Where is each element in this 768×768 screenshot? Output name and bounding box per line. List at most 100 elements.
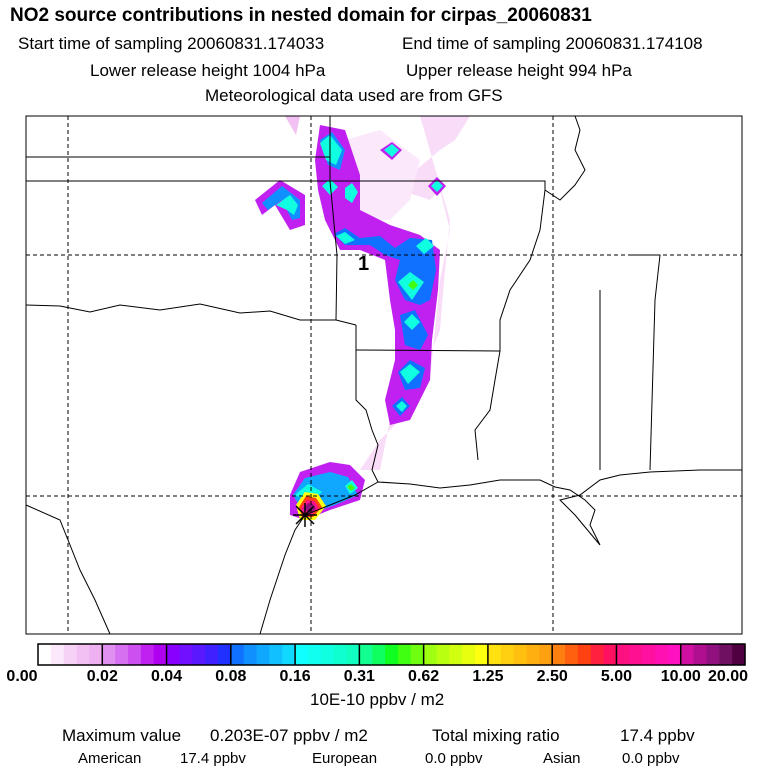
- plot-title: NO2 source contributions in nested domai…: [10, 5, 592, 26]
- colorbar-tick-label: 0.04: [150, 668, 183, 685]
- marker-label: 1: [358, 253, 369, 275]
- colorbar-tick-label: 0.62: [408, 668, 440, 685]
- colorbar-swatch: [102, 644, 116, 665]
- colorbar-swatch: [205, 644, 219, 665]
- plume-field: [255, 116, 470, 520]
- colorbar-swatch: [487, 644, 502, 665]
- boundaries: [25, 115, 742, 635]
- grid-lines: [26, 116, 742, 634]
- colorbar-swatch: [217, 644, 232, 665]
- colorbar: [37, 643, 746, 666]
- state-border: [630, 254, 661, 471]
- colorbar-swatch: [140, 644, 155, 665]
- colorbar-swatch: [385, 644, 399, 665]
- colorbar-swatch: [153, 644, 168, 665]
- colorbar-swatch: [577, 644, 592, 665]
- colorbar-swatch: [115, 644, 129, 665]
- colorbar-swatch: [320, 644, 335, 665]
- colorbar-unit: 10E-10 ppbv / m2: [310, 690, 445, 709]
- colorbar-swatch: [282, 644, 296, 665]
- colorbar-tick-label: 1.25: [472, 668, 504, 685]
- colorbar-swatch: [667, 644, 682, 665]
- american-value: 17.4 ppbv: [180, 750, 246, 767]
- colorbar-tick-label: 0.16: [279, 668, 311, 685]
- colorbar-swatch: [565, 644, 579, 665]
- colorbar-swatch: [436, 644, 450, 665]
- state-border: [26, 180, 546, 190]
- colorbar-swatch: [295, 644, 309, 665]
- colorbar-swatch: [346, 644, 360, 665]
- colorbar-swatch: [166, 644, 180, 665]
- coastline: [259, 469, 742, 635]
- european-label: European: [312, 750, 378, 767]
- colorbar-swatch: [642, 644, 656, 665]
- colorbar-swatch: [359, 644, 373, 665]
- map-frame: [25, 115, 743, 635]
- source-location-icon: [293, 503, 317, 527]
- colorbar-swatch: [655, 644, 669, 665]
- colorbar-swatch: [179, 644, 193, 665]
- colorbar-tick-label: 0.02: [86, 668, 118, 685]
- colorbar-swatch: [603, 644, 618, 665]
- total-mixing-value: 17.4 ppbv: [620, 726, 695, 745]
- total-mixing-label: Total mixing ratio: [432, 726, 560, 745]
- colorbar-tick-label: 0.00: [6, 668, 38, 685]
- colorbar-swatch: [629, 644, 643, 665]
- colorbar-swatch: [449, 644, 463, 665]
- state-border: [25, 504, 111, 635]
- colorbar-swatch: [38, 644, 52, 665]
- start-time: Start time of sampling 20060831.174033: [18, 34, 325, 53]
- colorbar-swatch: [89, 644, 103, 665]
- colorbar-swatch: [230, 644, 245, 665]
- colorbar-tick-label: 0.08: [215, 668, 247, 685]
- colorbar-swatch: [706, 644, 720, 665]
- end-time: End time of sampling 20060831.174108: [402, 34, 703, 53]
- european-value: 0.0 ppbv: [425, 750, 483, 767]
- american-label: American: [78, 750, 142, 767]
- colorbar-swatch: [307, 644, 322, 665]
- colorbar-tick-label: 2.50: [536, 668, 568, 685]
- state-border: [329, 116, 338, 321]
- colorbar-swatch: [243, 644, 258, 665]
- colorbar-swatch: [513, 644, 528, 665]
- colorbar-swatch: [410, 644, 425, 665]
- colorbar-tick-label: 10.00: [660, 668, 701, 685]
- colorbar-swatch: [256, 644, 270, 665]
- asian-value: 0.0 ppbv: [622, 750, 680, 767]
- max-value: 0.203E-07 ppbv / m2: [210, 726, 368, 745]
- colorbar-swatch: [127, 644, 142, 665]
- lower-release-height: Lower release height 1004 hPa: [90, 61, 326, 80]
- upper-release-height: Upper release height 994 hPa: [406, 61, 632, 80]
- colorbar-swatch: [590, 644, 605, 665]
- met-data-source: Meteorological data used are from GFS: [205, 86, 503, 105]
- colorbar-tick-label: 5.00: [600, 668, 633, 685]
- state-border: [25, 303, 357, 326]
- state-border: [355, 349, 501, 461]
- colorbar-swatch: [462, 644, 476, 665]
- colorbar-swatch: [50, 644, 65, 665]
- state-border: [544, 115, 586, 201]
- state-border: [355, 325, 379, 483]
- colorbar-swatch: [732, 644, 746, 665]
- colorbar-swatch: [423, 644, 438, 665]
- colorbar-swatch: [397, 644, 412, 665]
- colorbar-swatch: [475, 644, 489, 665]
- colorbar-swatch: [680, 644, 695, 665]
- colorbar-swatch: [552, 644, 566, 665]
- colorbar-frame: [37, 643, 746, 666]
- max-value-label: Maximum value: [62, 726, 182, 745]
- colorbar-swatch: [719, 644, 733, 665]
- state-border: [499, 189, 546, 351]
- colorbar-tick-label: 0.31: [343, 668, 375, 685]
- colorbar-tick-label: 20.00: [707, 668, 749, 685]
- colorbar-swatch: [76, 644, 91, 665]
- colorbar-swatch: [539, 644, 553, 665]
- colorbar-swatch: [63, 644, 78, 665]
- colorbar-swatch: [693, 644, 708, 665]
- asian-label: Asian: [543, 750, 581, 767]
- colorbar-swatch: [616, 644, 630, 665]
- colorbar-swatch: [372, 644, 386, 665]
- colorbar-swatch: [500, 644, 515, 665]
- colorbar-swatch: [526, 644, 540, 665]
